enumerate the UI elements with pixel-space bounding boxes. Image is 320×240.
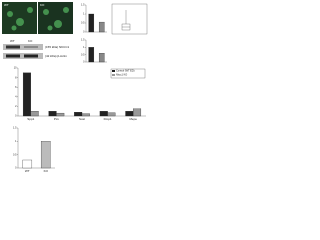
micrograph-wt — [2, 2, 37, 34]
y-tick-label: 0 — [83, 61, 85, 64]
bar — [74, 112, 83, 117]
bar — [133, 108, 142, 117]
western-blot: WT KO (155 kDa) NKCC1 (42 kDa) β-Actin — [3, 39, 70, 59]
band — [6, 54, 20, 58]
y-tick-label: 10 — [14, 67, 17, 70]
band — [24, 46, 38, 48]
x-tick-label: Dmp1 — [104, 117, 112, 121]
y-tick-label: 6 — [15, 86, 17, 89]
y-tick-label: 0 — [15, 167, 17, 170]
bar — [98, 21, 105, 33]
band-label: (42 kDa) β-Actin — [45, 54, 67, 58]
bar — [88, 47, 95, 63]
micrograph-label: WT — [4, 3, 9, 7]
y-tick-label: 0 — [15, 115, 17, 118]
micrograph-label: KO — [40, 3, 45, 7]
bar — [98, 53, 105, 63]
y-tick-label: 1 — [83, 13, 85, 16]
x-tick-label: Spp1 — [27, 117, 34, 121]
x-tick-label: Mepe — [129, 117, 137, 121]
lane-label: WT — [10, 39, 15, 43]
band — [24, 54, 38, 58]
y-tick-label: 0.5 — [81, 53, 85, 56]
bar — [48, 111, 57, 117]
bar — [99, 111, 108, 117]
legend-label: Control (WT ED) — [116, 70, 135, 73]
x-tick-label: Sost — [79, 117, 85, 121]
y-tick-label: 1 — [15, 140, 17, 143]
bar — [40, 141, 51, 169]
bar — [22, 72, 31, 117]
y-tick-label: 0.5 — [81, 22, 85, 25]
y-tick-label: 1.5 — [81, 39, 85, 42]
bar — [88, 13, 95, 33]
legend-label: Nkcc1 KO — [116, 74, 127, 77]
blot-strip — [3, 53, 43, 59]
x-tick-label: Pcx — [54, 117, 60, 121]
band-label: (155 kDa) NKCC1 — [45, 45, 70, 49]
cell-pattern — [7, 7, 69, 31]
bar — [81, 113, 90, 117]
y-tick-label: 4 — [15, 95, 17, 98]
y-tick-label: 8 — [15, 76, 17, 79]
figure: WT KO WT KO (155 kDa) NKCC1 (42 kDa) β-A… — [2, 2, 148, 173]
bar — [22, 159, 33, 169]
y-tick-label: 0.5 — [13, 153, 17, 156]
x-tick-label: WT — [25, 169, 30, 173]
y-tick-label: 1.5 — [81, 4, 85, 7]
blot-strip — [3, 44, 43, 50]
legend-swatch — [112, 74, 115, 76]
y-tick-label: 1 — [83, 46, 85, 49]
y-tick-label: 1.5 — [13, 127, 17, 130]
lane-label: KO — [28, 39, 33, 43]
bar — [125, 111, 134, 117]
micrographs: WT KO — [2, 2, 73, 34]
legend-swatch — [112, 70, 115, 72]
box-plot — [111, 3, 148, 35]
band — [6, 45, 20, 49]
x-tick-label: KO — [44, 169, 49, 173]
micrograph-ko — [38, 2, 73, 34]
y-tick-label: 2 — [15, 105, 17, 108]
bar — [56, 112, 65, 117]
bar — [30, 111, 39, 117]
bar — [107, 112, 116, 117]
legend-box — [110, 68, 146, 79]
y-tick-label: 0 — [83, 31, 85, 34]
